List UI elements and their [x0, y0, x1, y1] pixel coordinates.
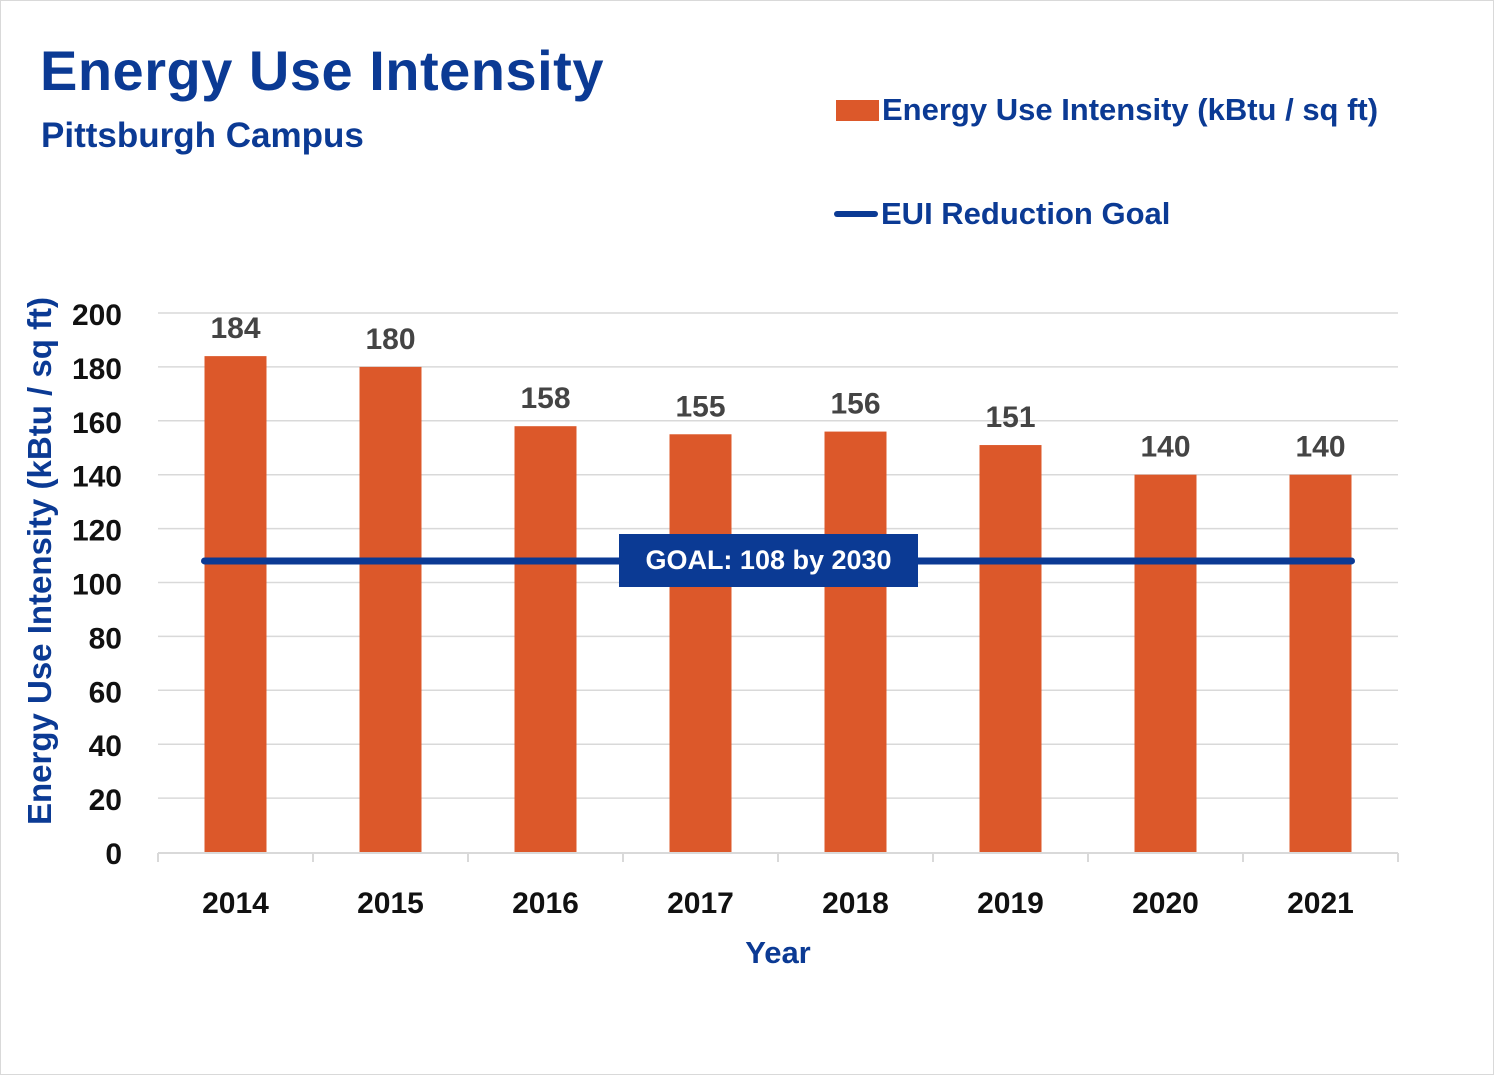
y-axis-title: Energy Use Intensity (kBtu / sq ft) [21, 297, 58, 825]
x-axis-title: Year [745, 935, 811, 970]
data-label: 184 [210, 312, 260, 345]
chart-subtitle: Pittsburgh Campus [41, 116, 364, 155]
x-tick-label: 2020 [1132, 887, 1199, 920]
x-tick-label: 2015 [357, 887, 424, 920]
data-label: 140 [1140, 431, 1190, 464]
goal-annotation-text: GOAL: 108 by 2030 [645, 545, 892, 575]
bar [1289, 474, 1352, 852]
bar [979, 445, 1042, 852]
y-tick-label: 120 [72, 515, 122, 548]
x-tick-label: 2018 [822, 887, 889, 920]
legend-item-eui: Energy Use Intensity (kBtu / sq ft) [836, 92, 1378, 128]
bar [359, 366, 422, 852]
data-label: 140 [1295, 431, 1345, 464]
data-label: 156 [830, 388, 880, 421]
data-label: 180 [365, 323, 415, 356]
y-tick-label: 140 [72, 461, 122, 494]
data-label: 158 [520, 382, 570, 415]
x-tick-label: 2021 [1287, 887, 1354, 920]
y-tick-label: 160 [72, 407, 122, 440]
y-tick-label: 20 [89, 784, 122, 817]
x-tick-label: 2017 [667, 887, 734, 920]
y-tick-label: 40 [89, 730, 122, 763]
y-tick-label: 0 [105, 838, 122, 871]
legend-label-eui: Energy Use Intensity (kBtu / sq ft) [882, 92, 1379, 127]
legend-item-goal: EUI Reduction Goal [834, 196, 1170, 232]
x-tick-label: 2019 [977, 887, 1044, 920]
y-tick-label: 200 [72, 299, 122, 332]
bar [1134, 474, 1197, 852]
bar [514, 426, 577, 852]
goal-annotation: GOAL: 108 by 2030 [619, 534, 918, 587]
y-tick-label: 80 [89, 622, 122, 655]
bar [824, 431, 887, 852]
y-tick-label: 60 [89, 676, 122, 709]
chart-title: Energy Use Intensity [40, 39, 604, 102]
bar [669, 434, 732, 852]
y-tick-label: 180 [72, 353, 122, 386]
x-tick-label: 2014 [202, 887, 269, 920]
bar [204, 356, 267, 852]
data-label: 151 [985, 401, 1035, 434]
data-label: 155 [675, 390, 725, 423]
y-tick-label: 100 [72, 569, 122, 602]
x-tick-label: 2016 [512, 887, 579, 920]
legend-label-goal: EUI Reduction Goal [881, 196, 1171, 231]
legend-swatch-line [834, 211, 878, 217]
legend-swatch-bar [836, 99, 879, 121]
